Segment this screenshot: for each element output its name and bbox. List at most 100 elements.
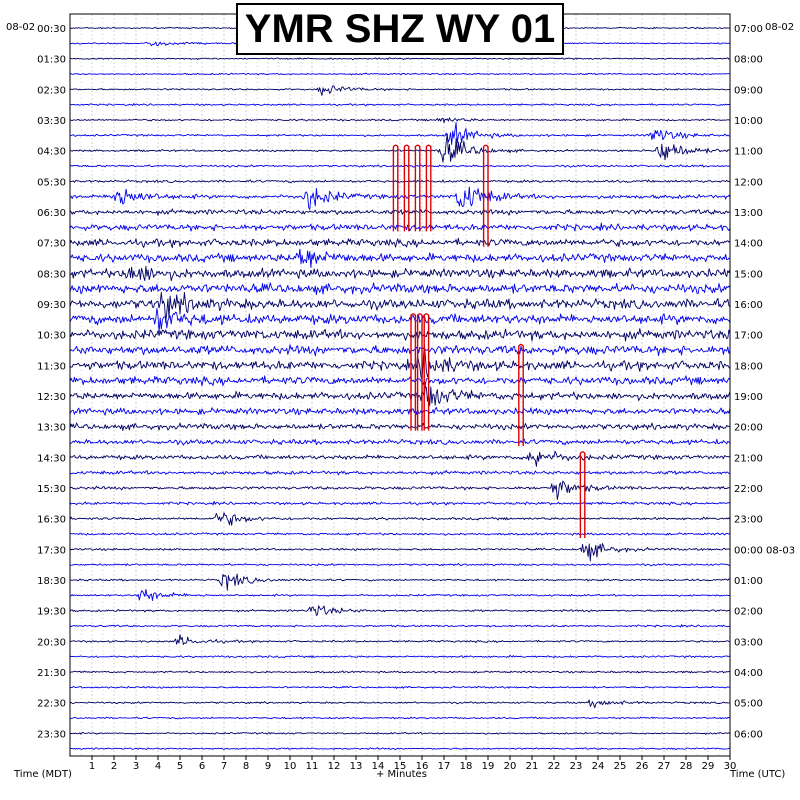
right-time-label: 12:00 — [734, 177, 763, 188]
seismic-trace — [69, 328, 731, 342]
x-tick-label: 30 — [724, 761, 737, 772]
plot-grid — [69, 14, 731, 756]
seismic-trace — [69, 186, 731, 210]
seismic-trace — [69, 543, 731, 562]
seismic-trace — [69, 654, 731, 659]
left-time-label: 11:30 — [37, 361, 66, 372]
seismic-trace — [69, 731, 731, 735]
right-time-label: 13:00 — [734, 208, 763, 219]
right-time-label: 21:00 — [734, 453, 763, 464]
clipped-signal-mark — [416, 313, 423, 431]
right-time-label: 03:00 — [734, 637, 763, 648]
x-tick-label: 9 — [265, 761, 271, 772]
x-tick-label: 26 — [636, 761, 649, 772]
seismic-trace — [69, 406, 731, 416]
seismic-trace — [69, 72, 730, 76]
seismic-trace — [69, 282, 731, 296]
seismic-trace — [70, 532, 731, 536]
right-time-label: 19:00 — [734, 392, 763, 403]
seismic-trace — [69, 344, 731, 381]
left-time-label: 08:30 — [37, 269, 66, 280]
x-tick-label: 14 — [372, 761, 385, 772]
x-tick-label: 11 — [306, 761, 319, 772]
clipped-signal-mark — [392, 144, 399, 232]
right-time-label: 01:00 — [734, 576, 763, 587]
right-time-label: 18:00 — [734, 361, 763, 372]
left-time-label: 17:30 — [37, 545, 66, 556]
right-time-label: 15:00 — [734, 269, 763, 280]
date-left-label: 08-02 — [6, 22, 35, 33]
left-time-label: 14:30 — [37, 453, 66, 464]
seismic-trace — [69, 375, 731, 387]
right-time-label: 09:00 — [734, 85, 763, 96]
left-time-label: 15:30 — [37, 484, 66, 495]
seismic-trace — [69, 605, 731, 616]
x-tick-label: 7 — [221, 761, 227, 772]
seismic-trace — [69, 573, 731, 591]
x-tick-labels: 1 2 3 4 5 6 7 8 9 10 11 12 13 14 15 16 17 18 19 20 21 22 23 24 2… — [89, 756, 737, 772]
seismic-trace — [69, 291, 731, 324]
clipped-signal-mark — [423, 313, 430, 431]
seismic-trace — [69, 500, 731, 506]
clipped-signal-mark — [414, 144, 421, 232]
left-time-label: 13:30 — [37, 423, 66, 434]
x-axis-center-label: + Minutes — [376, 769, 427, 780]
left-time-label: 06:30 — [37, 208, 66, 219]
left-time-label: 16:30 — [37, 515, 66, 526]
x-tick-label: 24 — [592, 761, 605, 772]
x-tick-label: 15 — [394, 761, 407, 772]
x-tick-label: 20 — [504, 761, 517, 772]
seismic-trace — [69, 685, 731, 689]
left-time-label: 12:30 — [37, 392, 66, 403]
seismic-trace — [69, 747, 730, 751]
left-time-label: 05:30 — [37, 177, 66, 188]
right-time-labels: 07:00 08:00 09:00 10:00 11:00 12:00 13:00 14:00… — [734, 24, 795, 740]
x-axis-left-label: Time (MDT) — [13, 769, 72, 780]
x-tick-label: 4 — [155, 761, 161, 772]
right-time-label: 02:00 — [734, 607, 763, 618]
left-time-label: 07:30 — [37, 239, 66, 250]
right-time-label: 11:00 — [734, 147, 763, 158]
clipped-signal-mark — [518, 343, 524, 446]
clipped-signal-mark — [410, 313, 417, 431]
x-tick-label: 13 — [350, 761, 363, 772]
left-time-label: 21:30 — [37, 668, 66, 679]
seismic-trace — [69, 480, 731, 500]
x-tick-label: 1 — [89, 761, 95, 772]
seismic-trace — [69, 699, 731, 709]
chart-title: YMR SHZ WY 01 — [244, 6, 556, 51]
seismic-trace — [69, 385, 731, 407]
left-time-label: 18:30 — [37, 576, 66, 587]
seismic-trace — [69, 670, 731, 674]
seismic-trace — [69, 512, 731, 526]
date-right-label: 08-02 — [765, 22, 794, 33]
x-tick-label: 10 — [284, 761, 297, 772]
right-time-label: 20:00 — [734, 423, 763, 434]
left-time-label: 22:30 — [37, 699, 66, 710]
right-time-label: 16:00 — [734, 300, 763, 311]
left-time-label: 04:30 — [37, 147, 66, 158]
clipped-signal-mark — [425, 144, 432, 232]
clipped-signal-mark — [579, 451, 586, 538]
left-time-label: 20:30 — [37, 637, 66, 648]
right-time-label: 06:00 — [734, 729, 763, 740]
right-time-label: 08:00 — [734, 55, 763, 66]
x-tick-label: 28 — [680, 761, 693, 772]
x-axis-right-label: Time (UTC) — [729, 769, 785, 780]
right-time-label: 22:00 — [734, 484, 763, 495]
clipped-signal-mark — [482, 144, 489, 247]
right-time-label: 07:00 — [734, 24, 763, 35]
seismic-trace — [69, 624, 731, 628]
x-tick-label: 3 — [133, 761, 139, 772]
seismic-trace — [69, 222, 731, 232]
seismic-trace — [69, 450, 731, 467]
seismic-trace — [69, 589, 731, 601]
seismic-trace — [69, 634, 731, 645]
seismic-trace — [69, 563, 731, 567]
plot-frame — [69, 13, 731, 757]
x-tick-label: 22 — [548, 761, 561, 772]
x-tick-label: 19 — [482, 761, 495, 772]
left-time-label: 00:30 — [37, 24, 66, 35]
